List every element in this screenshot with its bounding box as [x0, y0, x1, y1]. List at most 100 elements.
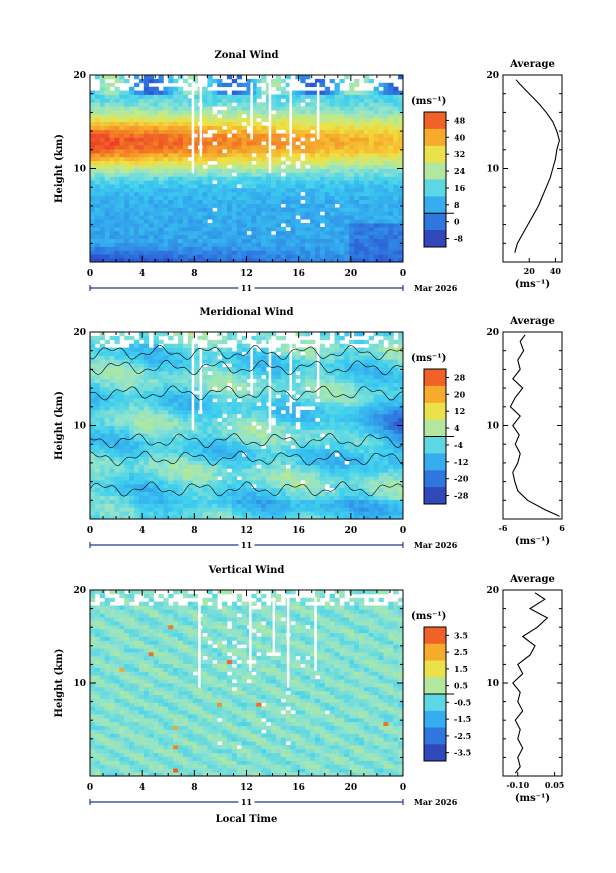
colorbar-frame — [423, 111, 447, 248]
average-y-tick-label: 20 — [486, 71, 499, 81]
data-gap — [268, 82, 272, 174]
colorbar-label: 2.5 — [454, 647, 468, 657]
x-tick-label: 4 — [139, 269, 145, 279]
average-units: (ms⁻¹) — [515, 793, 550, 804]
colorbar-swatch — [424, 196, 446, 214]
data-gap — [199, 339, 203, 414]
average-units: (ms⁻¹) — [515, 536, 550, 547]
data-gap — [289, 339, 292, 414]
y-axis-label: Height (km) — [54, 649, 65, 718]
data-gap — [191, 339, 195, 431]
x-tick-label: 20 — [345, 269, 358, 279]
colorbar-label: 20 — [454, 389, 466, 399]
colorbar-label: 3.5 — [454, 630, 468, 640]
colorbar-swatch — [424, 230, 446, 248]
y-tick-label: 10 — [73, 422, 86, 432]
average-frame — [502, 589, 563, 777]
date-label: Mar 2026 — [414, 540, 458, 550]
x-tick-label: 20 — [345, 526, 358, 536]
data-gap — [249, 597, 252, 671]
y-tick-label: 10 — [73, 165, 86, 175]
y-axis-label: Height (km) — [54, 134, 65, 203]
colorbar-swatch — [424, 660, 446, 678]
data-gap — [198, 597, 201, 688]
average-title: Average — [509, 59, 555, 70]
colorbar-label: 12 — [454, 406, 465, 416]
data-gap — [316, 82, 320, 140]
x-tick-label: 16 — [292, 526, 305, 536]
average-profile-line — [509, 334, 560, 517]
x-tick-label: 0 — [87, 526, 93, 536]
day-label: 11 — [241, 540, 252, 550]
colorbar-swatch — [424, 727, 446, 745]
y-tick-label: 20 — [73, 328, 86, 338]
colorbar-swatch — [424, 162, 446, 180]
average-x-tick-label: 6 — [559, 523, 565, 533]
average-units: (ms⁻¹) — [515, 279, 550, 290]
contour-line — [89, 344, 404, 361]
colorbar-label: 48 — [454, 115, 466, 125]
heatmap-cells — [90, 590, 404, 777]
heatmap-cells — [90, 75, 404, 263]
colorbar-label: -0.5 — [454, 697, 471, 707]
colorbar-swatch — [424, 744, 446, 762]
average-y-tick-label: 20 — [486, 586, 499, 596]
contour-line — [89, 359, 404, 376]
colorbar-swatch — [424, 710, 446, 728]
data-gap — [250, 82, 253, 140]
data-gap — [199, 82, 203, 157]
data-gap — [314, 597, 317, 671]
data-gap — [286, 597, 290, 688]
contour-line — [89, 385, 404, 401]
colorbar-swatch — [424, 385, 446, 404]
x-tick-label: 8 — [191, 526, 197, 536]
data-gap — [289, 82, 292, 157]
colorbar — [423, 626, 454, 762]
x-tick-label: 8 — [191, 269, 197, 279]
colorbar-units: (ms⁻¹) — [411, 353, 446, 364]
contour-line — [89, 432, 404, 449]
average-x-tick-label: 0.05 — [545, 780, 564, 790]
contour-line — [89, 481, 404, 497]
colorbar-label: -1.5 — [454, 714, 471, 724]
colorbar-label: 0.5 — [454, 681, 468, 691]
panel-title: Meridional Wind — [199, 307, 293, 318]
colorbar-label: -12 — [454, 457, 468, 467]
day-label: 11 — [241, 283, 252, 293]
colorbar-swatch — [424, 145, 446, 163]
colorbar — [423, 111, 454, 248]
colorbar-swatch — [424, 643, 446, 661]
colorbar-swatch — [424, 179, 446, 197]
x-tick-label: 16 — [292, 269, 305, 279]
colorbar-swatch — [424, 419, 446, 437]
colorbar-label: 1.5 — [454, 664, 468, 674]
day-label: 11 — [241, 797, 252, 807]
colorbar-swatch — [424, 402, 446, 420]
x-tick-label: 12 — [240, 783, 253, 793]
colorbar-swatch — [424, 112, 446, 130]
colorbar-label: -28 — [454, 491, 469, 501]
colorbar-units: (ms⁻¹) — [411, 611, 446, 622]
x-tick-label: 20 — [345, 783, 358, 793]
colorbar-label: -4 — [454, 440, 463, 450]
x-tick-label: 0 — [400, 526, 406, 536]
y-axis-label: Height (km) — [54, 391, 65, 460]
average-title: Average — [509, 316, 555, 327]
colorbar-label: -8 — [454, 234, 463, 244]
x-tick-label: 0 — [87, 783, 93, 793]
data-gap — [272, 597, 276, 655]
panel-title: Zonal Wind — [214, 50, 278, 61]
data-gap — [268, 339, 272, 431]
average-x-tick-label: 40 — [550, 266, 562, 276]
x-axis-label: Local Time — [216, 814, 278, 825]
colorbar-label: 16 — [454, 183, 466, 193]
average-x-tick-label: 20 — [524, 266, 536, 276]
colorbar-swatch — [424, 470, 446, 488]
average-profile-line — [512, 592, 549, 774]
date-label: Mar 2026 — [414, 797, 458, 807]
colorbar-swatch — [424, 213, 446, 231]
colorbar-units: (ms⁻¹) — [411, 96, 446, 107]
contour-line — [89, 450, 404, 466]
colorbar-swatch — [424, 436, 446, 454]
